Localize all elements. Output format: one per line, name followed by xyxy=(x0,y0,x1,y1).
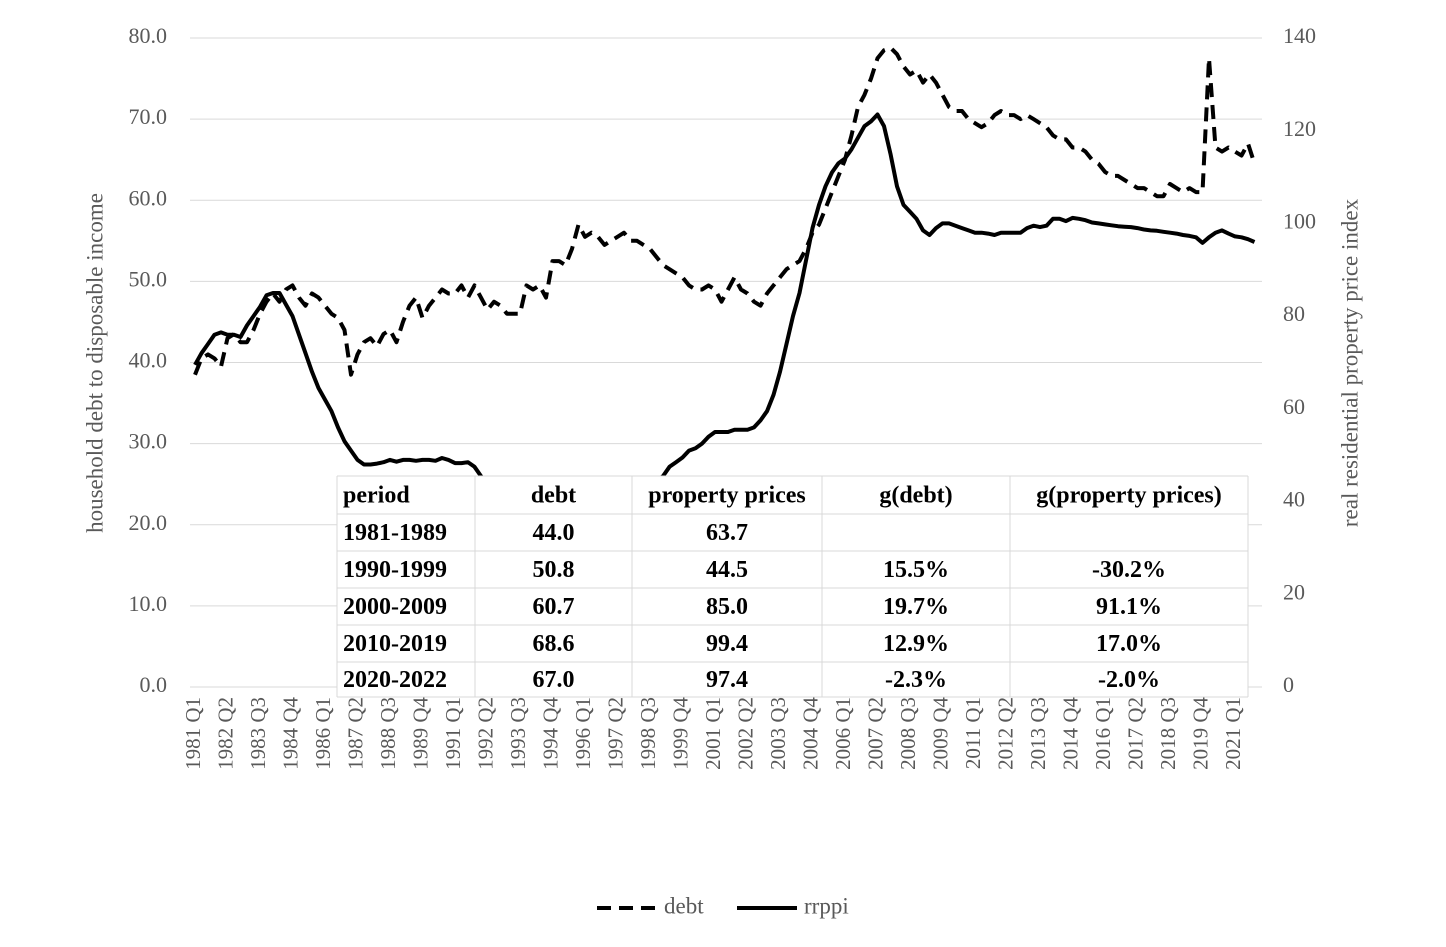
x-tick-label: 2011 Q1 xyxy=(961,697,985,769)
x-tick-label: 1983 Q3 xyxy=(246,697,270,770)
y-tick-label: 40.0 xyxy=(129,348,168,373)
y2-tick-label: 60 xyxy=(1283,394,1305,419)
table-cell: 17.0% xyxy=(1096,631,1162,657)
x-tick-label: 2001 Q1 xyxy=(701,697,725,770)
table-cell: 44.0 xyxy=(533,520,575,546)
table-cell: 12.9% xyxy=(883,631,949,657)
x-tick-label: 2016 Q1 xyxy=(1091,697,1115,770)
x-tick-label: 1998 Q3 xyxy=(636,697,660,770)
x-tick-label: 2014 Q4 xyxy=(1058,697,1082,770)
table-cell: 1990-1999 xyxy=(343,557,447,583)
table-cell: 1981-1989 xyxy=(343,520,447,546)
y2-tick-label: 80 xyxy=(1283,301,1305,326)
y2-axis-title: real residential property price index xyxy=(1337,198,1362,527)
x-tick-label: 1981 Q1 xyxy=(181,697,205,770)
x-tick-label: 2009 Q4 xyxy=(928,697,952,770)
table-cell: 60.7 xyxy=(533,594,575,620)
y2-tick-label: 20 xyxy=(1283,579,1305,604)
table-cell: 97.4 xyxy=(706,667,748,693)
table-header: period xyxy=(343,483,410,509)
x-tick-label: 2008 Q3 xyxy=(896,697,920,770)
x-tick-label: 1992 Q2 xyxy=(473,697,497,770)
y-tick-label: 10.0 xyxy=(129,591,168,616)
x-tick-label: 1982 Q2 xyxy=(213,697,237,770)
y2-tick-label: 100 xyxy=(1283,208,1316,233)
x-tick-label: 2002 Q2 xyxy=(733,697,757,770)
table-header: g(debt) xyxy=(879,483,952,509)
x-tick-label: 2006 Q1 xyxy=(831,697,855,770)
x-tick-label: 1996 Q1 xyxy=(571,697,595,770)
x-tick-label: 2017 Q2 xyxy=(1123,697,1147,770)
legend-label: rrppi xyxy=(804,893,849,918)
y-axis-title: household debt to disposable income xyxy=(82,193,107,533)
x-tick-label: 1994 Q4 xyxy=(538,697,562,770)
x-tick-label: 1989 Q4 xyxy=(408,697,432,770)
table-cell: 2000-2009 xyxy=(343,594,447,620)
y-tick-label: 50.0 xyxy=(129,266,168,291)
y-tick-label: 0.0 xyxy=(140,672,168,697)
table-cell: -2.3% xyxy=(885,667,947,693)
x-tick-label: 1988 Q3 xyxy=(376,697,400,770)
y2-tick-label: 40 xyxy=(1283,487,1305,512)
table-header: g(property prices) xyxy=(1036,483,1222,509)
y-tick-label: 80.0 xyxy=(129,23,168,48)
table-cell: 2010-2019 xyxy=(343,631,447,657)
table-cell: -2.0% xyxy=(1098,667,1160,693)
table-cell: 63.7 xyxy=(706,520,748,546)
x-tick-label: 1997 Q2 xyxy=(603,697,627,770)
x-tick-label: 2012 Q2 xyxy=(993,697,1017,770)
table-cell: 85.0 xyxy=(706,594,748,620)
table-cell: 15.5% xyxy=(883,557,949,583)
table-cell: 99.4 xyxy=(706,631,748,657)
x-tick-label: 2013 Q3 xyxy=(1026,697,1050,770)
series-line xyxy=(193,45,1257,377)
x-tick-label: 2004 Q4 xyxy=(798,697,822,770)
table-cell: 68.6 xyxy=(533,631,575,657)
x-tick-label: 1991 Q1 xyxy=(441,697,465,770)
table-cell: 91.1% xyxy=(1096,594,1162,620)
table-cell: 67.0 xyxy=(533,667,575,693)
table-cell: 44.5 xyxy=(706,557,748,583)
x-tick-label: 2021 Q1 xyxy=(1221,697,1245,770)
x-tick-label: 1984 Q4 xyxy=(278,697,302,770)
table-cell: 50.8 xyxy=(533,557,575,583)
table-cell: 19.7% xyxy=(883,594,949,620)
table-cell: 2020-2022 xyxy=(343,667,447,693)
table-header: debt xyxy=(531,483,576,509)
x-tick-label: 1986 Q1 xyxy=(311,697,335,770)
x-tick-label: 2007 Q2 xyxy=(863,697,887,770)
y-tick-label: 70.0 xyxy=(129,104,168,129)
y-tick-label: 20.0 xyxy=(129,510,168,535)
y-tick-label: 30.0 xyxy=(129,429,168,454)
x-tick-label: 1993 Q3 xyxy=(506,697,530,770)
x-tick-label: 1987 Q2 xyxy=(343,697,367,770)
x-tick-label: 2019 Q4 xyxy=(1188,697,1212,770)
table-cell: -30.2% xyxy=(1092,557,1166,583)
y2-tick-label: 140 xyxy=(1283,23,1316,48)
series-line xyxy=(193,112,1256,506)
x-tick-label: 1999 Q4 xyxy=(668,697,692,770)
y-tick-label: 60.0 xyxy=(129,185,168,210)
table-header: property prices xyxy=(648,483,806,509)
legend-label: debt xyxy=(664,893,704,918)
y2-tick-label: 0 xyxy=(1283,672,1294,697)
x-tick-label: 2018 Q3 xyxy=(1156,697,1180,770)
x-tick-label: 2003 Q3 xyxy=(766,697,790,770)
y2-tick-label: 120 xyxy=(1283,116,1316,141)
table-background xyxy=(337,476,1248,697)
